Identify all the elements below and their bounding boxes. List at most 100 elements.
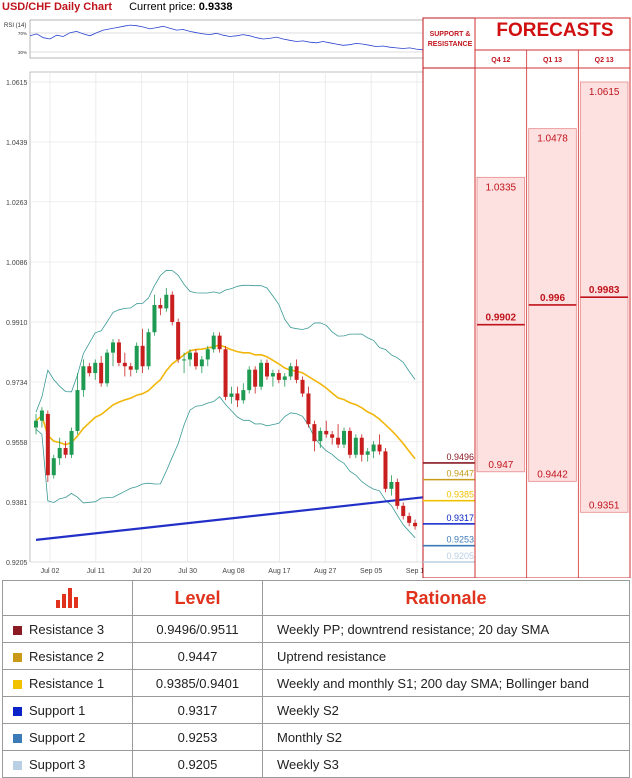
y-tick-label: 0.9734 (6, 380, 28, 387)
candle-body (217, 335, 222, 350)
candle-body (39, 410, 44, 421)
candle-body (170, 294, 175, 322)
level-value: 0.9205 (132, 750, 263, 778)
level-swatch (13, 679, 22, 689)
levels-table: Level Rationale Resistance 3 0.9496/0.951… (2, 580, 630, 778)
candle-body (359, 437, 364, 455)
table-row: Support 3 0.9205 Weekly S3 (2, 750, 630, 778)
level-rationale: Uptrend resistance (262, 642, 630, 670)
forecast-period: Q2 13 (595, 57, 614, 64)
price-panel (29, 71, 424, 563)
level-swatch (13, 760, 22, 770)
table-row: Resistance 1 0.9385/0.9401 Weekly and mont… (2, 669, 630, 697)
candle-body (347, 430, 352, 455)
rsi-panel (29, 19, 424, 59)
rsi-label: RSI (14) (4, 23, 26, 29)
candle-body (99, 362, 104, 384)
candle-body (128, 366, 133, 370)
forecast-high-label: 1.0615 (589, 87, 620, 98)
y-tick-label: 1.0086 (6, 260, 28, 267)
candle-body (45, 413, 50, 476)
level-swatch (13, 733, 22, 743)
level-name: Resistance 3 (29, 621, 105, 637)
sr-title-line1: SUPPORT & (429, 31, 471, 38)
candle-body (353, 437, 358, 455)
candle-body (211, 335, 216, 350)
rsi-level-label: 30% (18, 50, 27, 55)
candle-body (146, 332, 151, 367)
level-value: 0.9385/0.9401 (132, 669, 263, 697)
sr-level-label: 0.9253 (446, 535, 474, 545)
sr-level-label: 0.9317 (446, 513, 474, 523)
y-tick-label: 1.0439 (6, 140, 28, 147)
forecast-period: Q4 12 (491, 57, 510, 64)
forecast-median-label: 0.996 (540, 293, 565, 304)
level-name-cell: Support 3 (2, 750, 133, 778)
x-tick-label: Aug 27 (314, 568, 336, 575)
candle-body (276, 373, 281, 380)
candle-body (265, 362, 269, 377)
forecast-low-label: 0.9442 (537, 469, 568, 480)
candle-body (116, 342, 121, 363)
forecast-high-label: 1.0478 (537, 134, 568, 145)
table-row: Support 2 0.9253 Monthly S2 (2, 723, 630, 751)
candle-body (336, 437, 341, 445)
y-tick-label: 0.9381 (6, 500, 28, 507)
rsi-line (29, 24, 424, 51)
level-rationale: Weekly S2 (262, 696, 630, 724)
candle-body (193, 352, 198, 367)
candle-body (241, 390, 246, 401)
level-name-cell: Resistance 2 (2, 642, 133, 670)
candle-body (324, 430, 329, 435)
candle-body (282, 376, 287, 380)
forecast-median-label: 0.9983 (589, 285, 620, 296)
candle-body (158, 304, 163, 309)
level-swatch (13, 706, 22, 716)
sr-level-label: 0.9385 (446, 490, 474, 500)
x-tick-label: Aug 08 (222, 568, 244, 575)
level-name-cell: Support 2 (2, 723, 133, 751)
candle-body (81, 366, 86, 391)
sr-level-label: 0.9496 (446, 452, 474, 462)
candle-body (205, 349, 210, 360)
y-tick-label: 1.0263 (6, 200, 28, 207)
candle-body (152, 304, 157, 333)
candle-body (51, 458, 56, 476)
rationale-header: Rationale (262, 580, 630, 616)
level-name-cell: Resistance 1 (2, 669, 133, 697)
sr-level-label: 0.9447 (446, 469, 474, 479)
candle-body (377, 444, 382, 452)
level-value: 0.9447 (132, 642, 263, 670)
level-name: Support 1 (29, 702, 86, 718)
chart-canvas: RSI (14) 70% 30% 1.0615 1.0439 1.0263 1.0086 0.… (4, 17, 631, 578)
current-price-value: 0.9338 (198, 1, 233, 13)
candle-body (229, 393, 234, 397)
level-name-cell: Support 1 (2, 696, 133, 724)
level-value: 0.9317 (132, 696, 263, 724)
level-swatch (13, 652, 22, 662)
bollinger-lower-band (35, 396, 416, 539)
current-price: Current price: 0.9338 (129, 1, 232, 13)
sma-200-line (35, 496, 424, 541)
level-name-cell: Resistance 3 (2, 615, 133, 643)
sr-title-line2: RESISTANCE (427, 41, 473, 48)
candle-body (288, 366, 293, 377)
candle-body (34, 420, 38, 428)
candle-body (306, 393, 311, 425)
candle-body (105, 352, 110, 384)
candle-body (247, 369, 252, 391)
chart-title: USD/CHF Daily Chart (2, 1, 113, 13)
candle-body (164, 294, 169, 309)
candle-body (342, 430, 346, 445)
candle-body (188, 352, 192, 360)
y-tick-label: 0.9910 (6, 320, 28, 327)
current-price-label: Current price: (129, 1, 196, 13)
level-value: 0.9253 (132, 723, 263, 751)
level-swatch (13, 625, 22, 635)
candle-body (371, 444, 376, 452)
forecast-period: Q1 13 (543, 57, 562, 64)
x-tick-label: Aug 17 (268, 568, 290, 575)
bar-chart-icon-cell (2, 580, 133, 616)
x-tick-label: Jul 30 (178, 568, 197, 575)
table-row: Resistance 3 0.9496/0.9511 Weekly PP; down… (2, 615, 630, 643)
